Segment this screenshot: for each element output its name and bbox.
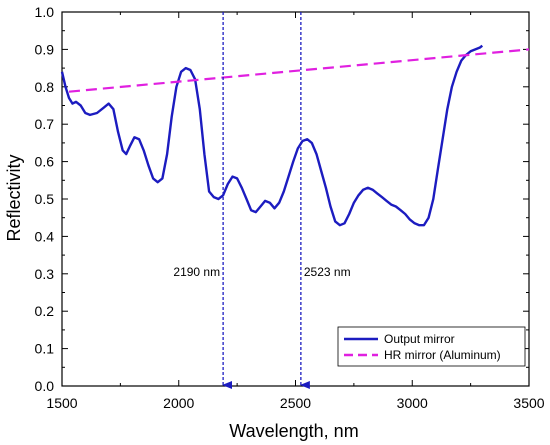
y-tick-label: 0.8 — [35, 79, 55, 95]
legend-box — [337, 326, 526, 367]
annotations: 2190 nm 2523 nm — [173, 12, 351, 389]
annotation-label-2190: 2190 nm — [173, 265, 220, 279]
legend-label: HR mirror (Aluminum) — [384, 348, 501, 362]
legend: Output mirror HR mirror (Aluminum) — [337, 326, 526, 367]
legend-label: Output mirror — [384, 332, 455, 346]
y-tick-label: 0.9 — [35, 41, 55, 57]
x-tick-label: 1500 — [46, 395, 77, 411]
x-axis-title: Wavelength, nm — [229, 421, 358, 441]
y-tick-label: 0.3 — [35, 266, 55, 282]
x-tick-label: 3500 — [513, 395, 544, 411]
y-tick-label: 0.1 — [35, 341, 55, 357]
y-tick-label: 0.7 — [35, 116, 55, 132]
y-axis-title: Reflectivity — [4, 154, 24, 241]
series-hr-mirror — [68, 48, 530, 93]
y-tick-label: 0.4 — [35, 228, 55, 244]
y-tick-label: 0.0 — [35, 378, 55, 394]
y-tick-label: 0.6 — [35, 154, 55, 170]
annotation-label-2523: 2523 nm — [304, 265, 351, 279]
tick-labels: 1500 2000 2500 3000 3500 0.0 0.1 0.2 0.3 0.4 0.5 0.… — [35, 4, 545, 411]
y-tick-label: 0.2 — [35, 303, 55, 319]
x-tick-label: 2000 — [163, 395, 194, 411]
x-tick-label: 2500 — [280, 395, 311, 411]
series-lines — [60, 44, 530, 227]
tick-marks — [61, 11, 530, 387]
y-tick-label: 1.0 — [35, 4, 55, 20]
y-tick-label: 0.5 — [35, 191, 55, 207]
series-output-mirror — [60, 44, 484, 227]
x-tick-label: 3000 — [397, 395, 428, 411]
